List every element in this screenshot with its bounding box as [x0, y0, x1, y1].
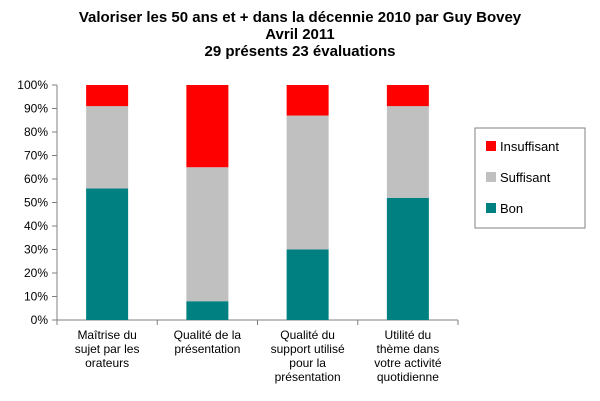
- y-tick-label: 100%: [17, 78, 48, 92]
- x-labels-layer: Maîtrise du sujet par les orateurs Qualité …: [75, 328, 442, 384]
- chart-title-line-2: Avril 2011: [265, 26, 335, 43]
- bar-segment-insuffisant: [86, 85, 129, 107]
- legend: Insuffisant Suffisant Bon: [474, 127, 586, 229]
- axis-layer: 0% 10% 20% 30% 40% 50% 60% 70% 80% 90% 100%: [17, 78, 459, 327]
- y-tick-label: 40%: [24, 219, 48, 233]
- y-tick-label: 60%: [24, 172, 48, 186]
- y-tick-label: 30%: [24, 243, 48, 257]
- bar-segment-insuffisant: [286, 85, 329, 116]
- bar-segment-bon: [386, 197, 429, 320]
- chart-title-line-3: 29 présents 23 évaluations: [204, 43, 396, 60]
- y-tick-label: 50%: [24, 196, 48, 210]
- x-category-label: Maîtrise du sujet par les orateurs: [75, 328, 140, 370]
- bar-segment-insuffisant: [386, 85, 429, 107]
- bar-segment-bon: [286, 249, 329, 320]
- y-tick-label: 10%: [24, 290, 48, 304]
- bars-layer: [86, 85, 429, 320]
- x-category-label: Utilité du thème dans votre activité quotid…: [374, 328, 442, 384]
- chart-title-line-1: Valoriser les 50 ans et + dans la décenn…: [78, 9, 522, 26]
- bar-segment-suffisant: [186, 167, 229, 302]
- y-tick-label: 80%: [24, 125, 48, 139]
- legend-label: Bon: [500, 201, 523, 216]
- bar-segment-bon: [86, 188, 129, 320]
- y-tick-label: 0%: [31, 313, 49, 327]
- x-category-label: Qualité de la présentation: [174, 328, 242, 356]
- legend-swatch: [486, 203, 496, 213]
- legend-swatch: [486, 141, 496, 151]
- bar-segment-bon: [186, 301, 229, 320]
- bar-segment-insuffisant: [186, 85, 229, 168]
- x-category-label: Qualité du support utilisé pour la présenta…: [271, 328, 345, 384]
- bar-segment-suffisant: [286, 115, 329, 250]
- legend-swatch: [486, 172, 496, 182]
- chart-title: Valoriser les 50 ans et + dans la décenn…: [0, 9, 600, 60]
- legend-label: Insuffisant: [500, 139, 559, 154]
- y-tick-label: 90%: [24, 102, 48, 116]
- legend-label: Suffisant: [500, 170, 551, 185]
- bar-segment-suffisant: [386, 106, 429, 198]
- y-tick-label: 20%: [24, 266, 48, 280]
- y-tick-label: 70%: [24, 149, 48, 163]
- bar-segment-suffisant: [86, 106, 129, 189]
